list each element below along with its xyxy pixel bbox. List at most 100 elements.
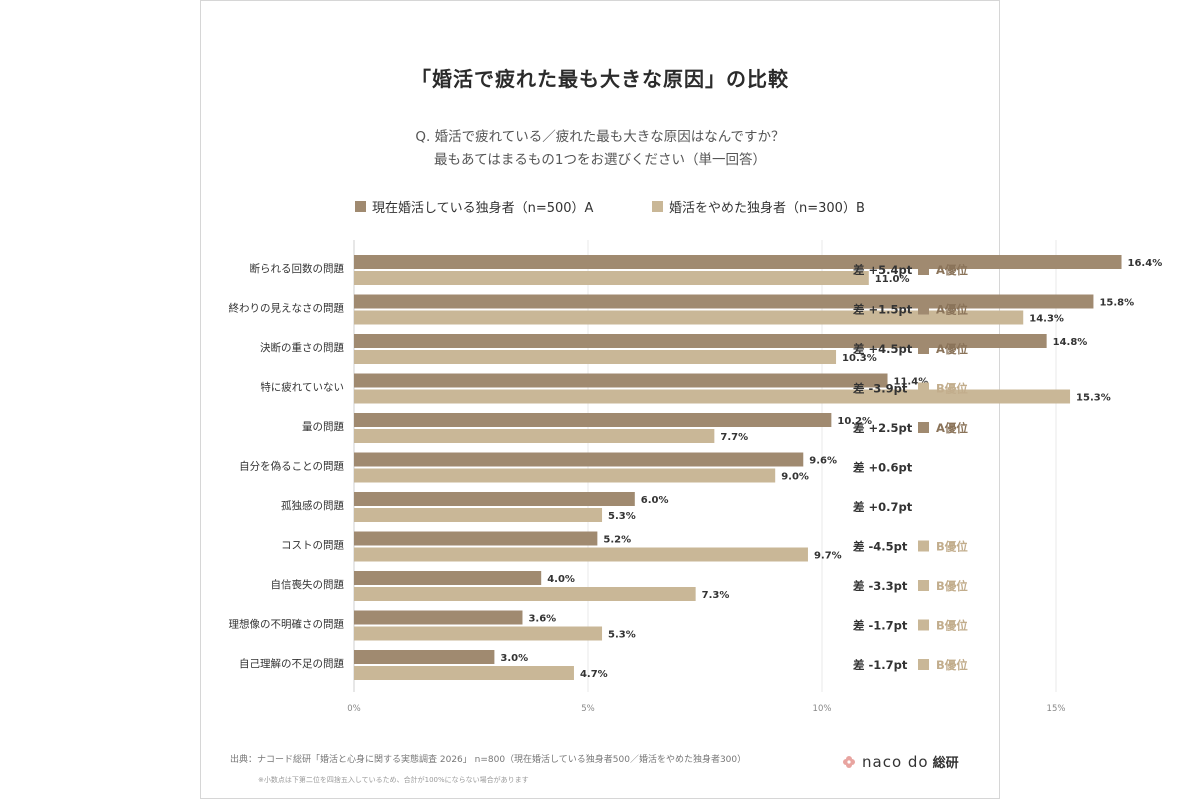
winner-swatch [918,382,929,394]
bar-b [354,587,696,601]
winner-label: A優位 [936,421,968,435]
winner-label: B優位 [936,658,968,672]
data-label-b: 15.3% [1076,393,1111,404]
bar-b [354,271,869,285]
legend-item-a: 現在婚活している独身者（n=500）A [355,197,593,216]
difference-label: 差 +4.5pt [853,342,913,356]
winner-label: A優位 [936,342,968,356]
bar-b [354,547,808,562]
data-label-b: 4.7% [580,669,608,680]
winner-label: B優位 [936,579,968,593]
difference-label: 差 -4.5pt [853,540,908,554]
brand-word: naco do [862,752,929,771]
category-label: 断られる回数の問題 [250,262,345,275]
winner-label: A優位 [936,263,968,277]
bar-a [354,413,832,427]
bar-a [354,531,598,546]
source-text: 出典：ナコード総研「婚活と心身に関する実態調査 2026」 n=800（現在婚活… [230,755,747,765]
data-label-b: 9.7% [814,551,842,562]
bar-a [354,571,542,585]
winner-swatch [918,619,929,631]
data-label-a: 15.8% [1099,298,1134,309]
legend-swatch-a [355,201,366,212]
data-label-b: 11.0% [875,274,910,285]
data-label-a: 5.2% [603,535,631,546]
bar-b [354,350,837,364]
data-label-a: 16.4% [1128,258,1163,269]
data-label-b: 10.3% [842,353,877,364]
question-line-1: Q. 婚活で疲れている／疲れた最も大きな原因はなんですか？ [415,129,785,145]
bar-a [354,452,804,467]
category-label: 量の問題 [302,421,344,433]
difference-label: 差 -1.7pt [853,619,908,633]
winner-swatch [918,264,929,275]
data-label-a: 3.6% [528,614,556,625]
category-label: 理想像の不明確さの問題 [229,618,345,631]
footnote-text: ※小数点は下第二位を四捨五入しているため、合計が100%にならない場合があります [258,776,529,784]
bar-a [354,373,888,388]
winner-label: B優位 [936,540,968,554]
difference-label: 差 -1.7pt [853,658,908,672]
difference-label: 差 -3.9pt [853,382,908,396]
flower-icon [843,755,855,768]
data-label-a: 4.0% [547,574,575,585]
difference-label: 差 +5.4pt [853,263,913,277]
chart-title: 「婚活で疲れた最も大きな原因」の比較 [411,67,789,91]
difference-label: 差 +0.7pt [853,500,913,514]
winner-swatch [918,422,929,433]
data-label-a: 3.0% [500,653,528,664]
winner-swatch [918,303,929,315]
category-label: コストの問題 [281,540,344,552]
difference-label: 差 +2.5pt [853,421,913,435]
brand-suffix: 総研 [932,756,959,771]
bar-b [354,468,776,483]
winner-label: B優位 [936,382,968,396]
data-label-a: 11.4% [894,377,929,388]
legend-label-a: 現在婚活している独身者（n=500）A [372,201,594,216]
winner-swatch [918,659,929,670]
x-tick-label: 5% [581,704,595,714]
data-label-b: 5.3% [608,630,636,641]
bar-a [354,294,1094,309]
difference-label: 差 +0.6pt [853,461,913,475]
data-label-a: 9.6% [809,456,837,467]
winner-label: A優位 [936,303,968,317]
bar-a [354,334,1047,348]
category-label: 孤独感の問題 [281,499,344,512]
category-label: 決断の重さの問題 [260,341,344,354]
bar-b [354,508,603,522]
difference-label: 差 -3.3pt [853,579,908,593]
bar-b [354,310,1024,325]
data-label-b: 14.3% [1029,314,1064,325]
legend-swatch-b [652,201,663,212]
x-tick-label: 0% [347,704,361,714]
bar-a [354,650,495,664]
bar-a [354,255,1122,269]
data-label-a: 10.2% [837,416,872,427]
data-label-b: 7.3% [702,590,730,601]
brand-logo: naco do 総研 [842,752,959,771]
bar-b [354,626,603,641]
x-tick-label: 10% [813,704,832,714]
winner-label: B優位 [936,619,968,633]
category-label: 自信喪失の問題 [271,578,345,591]
question-line-2: 最もあてはまるもの1つをお選びください（単一回答） [433,152,767,168]
data-label-a: 14.8% [1053,337,1088,348]
category-label: 自分を偽ることの問題 [239,460,344,473]
data-label-b: 9.0% [781,472,809,483]
bar-b [354,429,715,443]
bar-a [354,492,635,506]
data-label-a: 6.0% [641,495,669,506]
winner-swatch [918,540,929,552]
bar-a [354,610,523,625]
bar-b [354,389,1071,404]
legend-label-b: 婚活をやめた独身者（n=300）B [669,201,865,216]
bar-b [354,666,574,680]
difference-label: 差 +1.5pt [853,303,913,317]
winner-swatch [918,343,929,354]
legend-item-b: 婚活をやめた独身者（n=300）B [652,197,865,216]
category-label: 終わりの見えなさの問題 [229,302,345,315]
data-label-b: 7.7% [720,432,748,443]
x-tick-label: 15% [1047,704,1066,714]
